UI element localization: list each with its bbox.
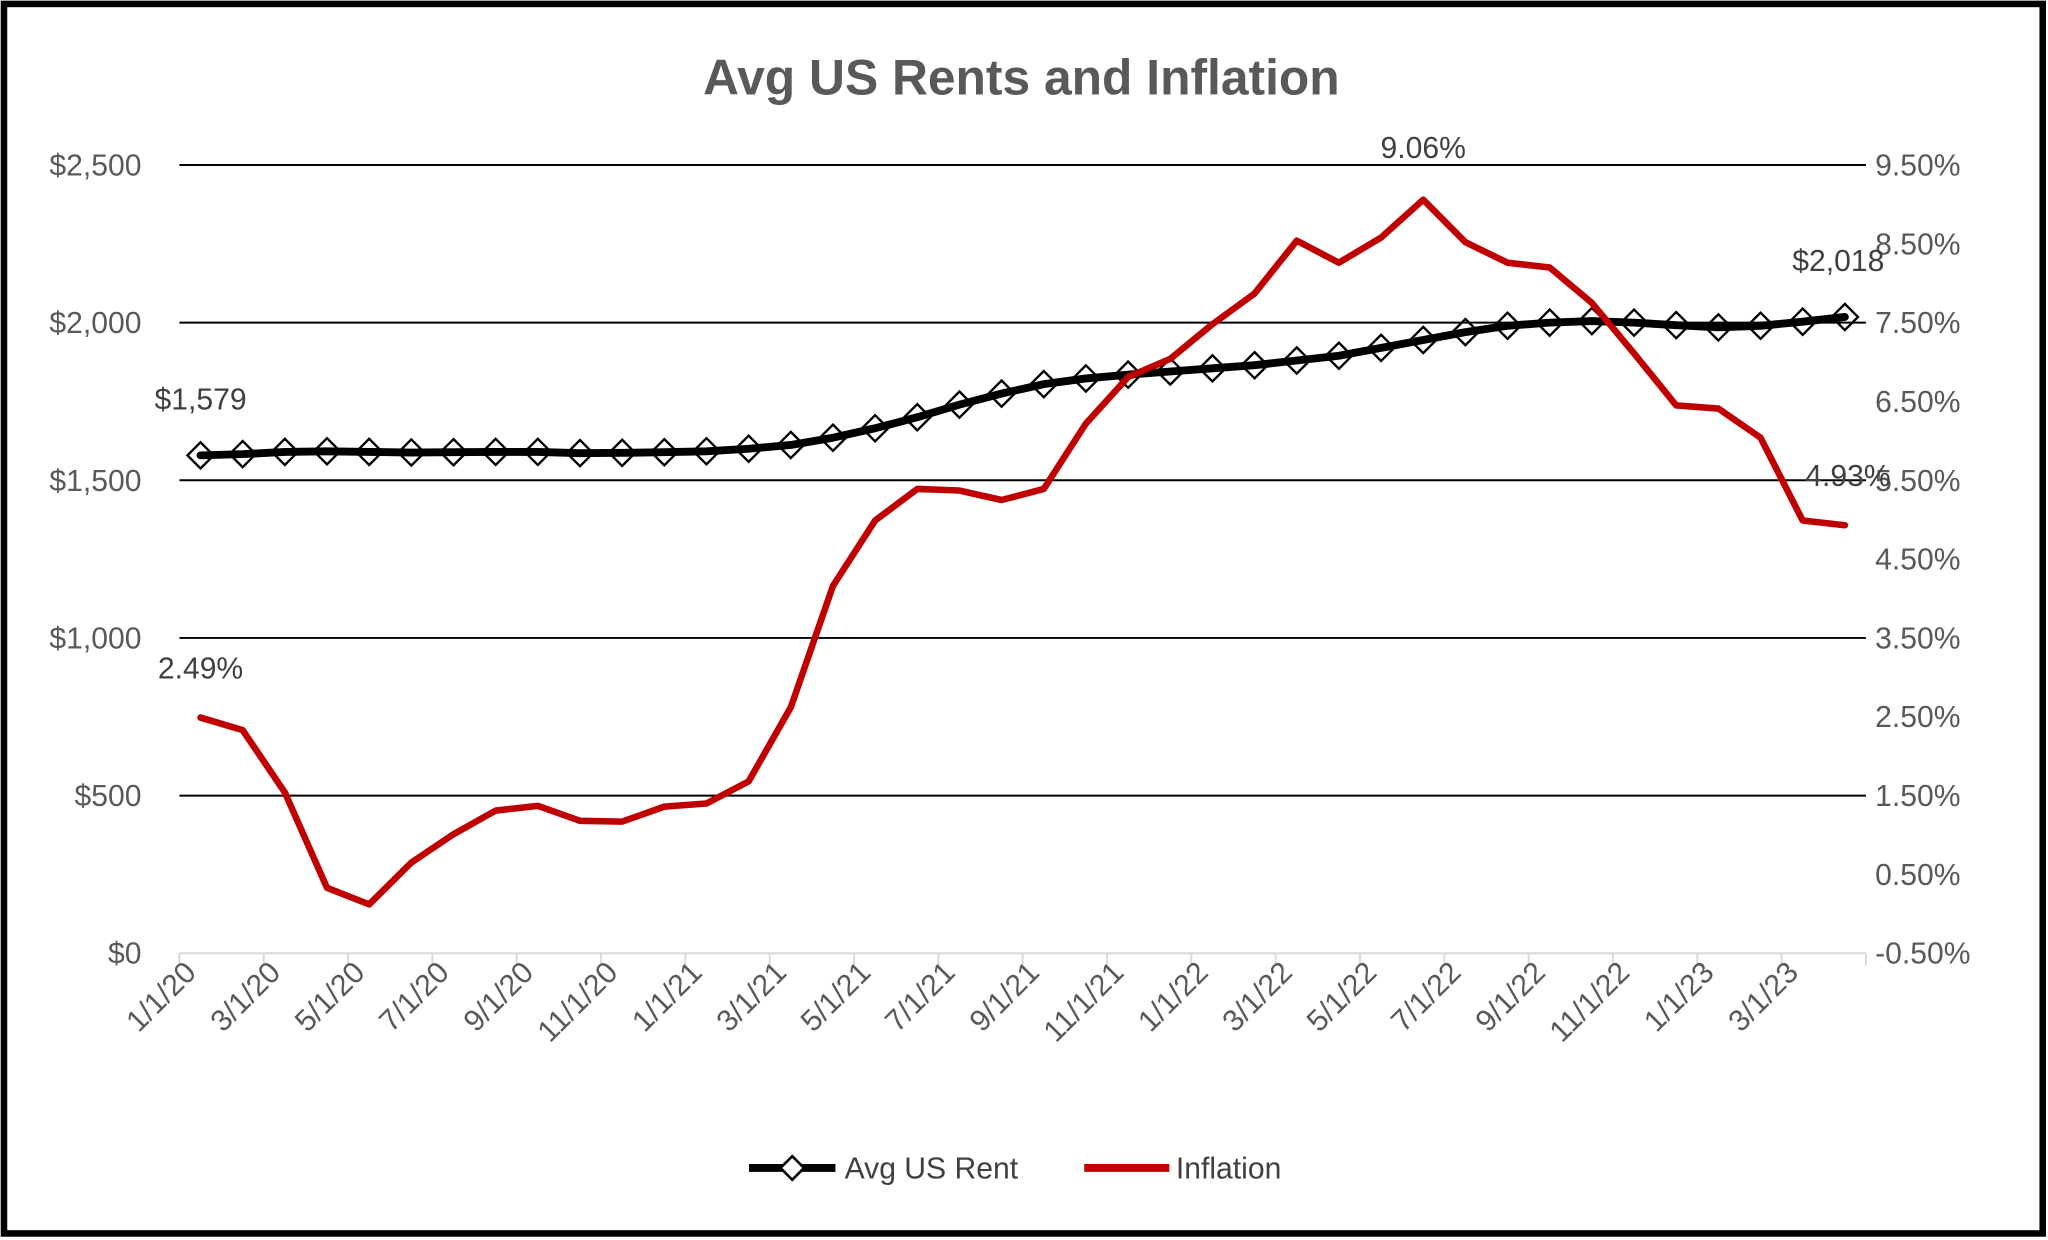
rent-point-marker xyxy=(1619,307,1649,338)
rent-data-label: $1,579 xyxy=(154,384,246,417)
y-left-tick-label: $500 xyxy=(74,780,141,813)
y-right-tick-label: 6.50% xyxy=(1875,386,1960,419)
rent-point-marker xyxy=(691,436,722,467)
inflation-line xyxy=(197,196,1849,908)
rent-point-marker xyxy=(860,413,890,444)
rent-point-marker xyxy=(1281,345,1312,376)
rent-point-marker xyxy=(438,437,469,467)
y-right-tick-label: 1.50% xyxy=(1875,780,1960,813)
rent-point-marker xyxy=(818,422,848,453)
rent-point-marker xyxy=(312,436,342,467)
y-right-tick-label: 9.50% xyxy=(1875,149,1960,182)
rent-point-marker xyxy=(1155,356,1186,387)
legend: Avg US Rent Inflation xyxy=(749,1152,1281,1185)
rent-point-marker xyxy=(1029,369,1059,399)
y-right-tick-label: 4.50% xyxy=(1875,544,1960,577)
rent-point-marker xyxy=(1450,317,1481,347)
rent-point-marker xyxy=(270,437,300,467)
rent-point-marker xyxy=(1239,350,1270,380)
y-left-tick-label: $2,000 xyxy=(49,307,141,340)
y-left-tick-label: $1,500 xyxy=(49,465,141,498)
rent-point-marker xyxy=(1830,302,1860,332)
y-right-tick-label: -0.50% xyxy=(1875,938,1970,971)
rent-point-marker xyxy=(776,430,806,460)
rent-point-marker xyxy=(565,438,595,468)
y-left-tick-label: $2,500 xyxy=(49,149,141,182)
rent-point-marker xyxy=(1703,312,1734,343)
rent-point-marker xyxy=(1534,307,1565,338)
rent-point-marker xyxy=(649,437,680,467)
rent-point-marker xyxy=(733,433,764,464)
y-right-tick-label: 8.50% xyxy=(1875,228,1960,261)
rent-point-marker xyxy=(1408,325,1438,355)
legend-marker-diamond xyxy=(778,1154,806,1182)
rent-point-marker xyxy=(1787,306,1818,337)
rent-point-marker xyxy=(944,389,975,420)
y-right-tick-label: 5.50% xyxy=(1875,465,1960,498)
rent-point-marker xyxy=(1366,333,1396,363)
y-right-tick-label: 7.50% xyxy=(1875,307,1960,340)
rent-point-marker xyxy=(607,438,637,468)
legend-label-rent: Avg US Rent xyxy=(845,1152,1019,1185)
rent-point-marker xyxy=(1661,310,1691,340)
rent-point-marker xyxy=(1745,311,1776,341)
y-left-tick-label: $1,000 xyxy=(49,622,141,655)
rent-point-marker xyxy=(1197,353,1228,384)
rent-point-marker xyxy=(480,437,511,467)
y-right-tick-label: 0.50% xyxy=(1875,859,1960,892)
legend-label-inflation: Inflation xyxy=(1176,1152,1281,1185)
rent-point-marker xyxy=(185,440,216,471)
rent-point-marker xyxy=(1324,340,1354,371)
rent-point-marker xyxy=(1071,363,1101,394)
rent-line xyxy=(196,313,1849,460)
rent-point-marker xyxy=(902,402,933,432)
rent-data-label: $2,018 xyxy=(1792,245,1884,278)
inflation-data-label: 2.49% xyxy=(158,652,243,685)
rent-point-marker xyxy=(227,439,258,469)
inflation-data-label: 4.93% xyxy=(1805,460,1890,493)
chart-title: Avg US Rents and Inflation xyxy=(703,49,1340,105)
rent-point-marker xyxy=(1492,311,1523,341)
inflation-data-label: 9.06% xyxy=(1381,132,1466,165)
y-right-tick-label: 2.50% xyxy=(1875,701,1960,734)
rent-point-marker xyxy=(523,437,553,467)
y-left-tick-label: $0 xyxy=(108,938,142,971)
rent-point-marker xyxy=(354,437,384,467)
rent-point-marker xyxy=(396,437,427,468)
rent-point-marker xyxy=(986,378,1017,409)
y-right-tick-label: 3.50% xyxy=(1875,622,1960,655)
